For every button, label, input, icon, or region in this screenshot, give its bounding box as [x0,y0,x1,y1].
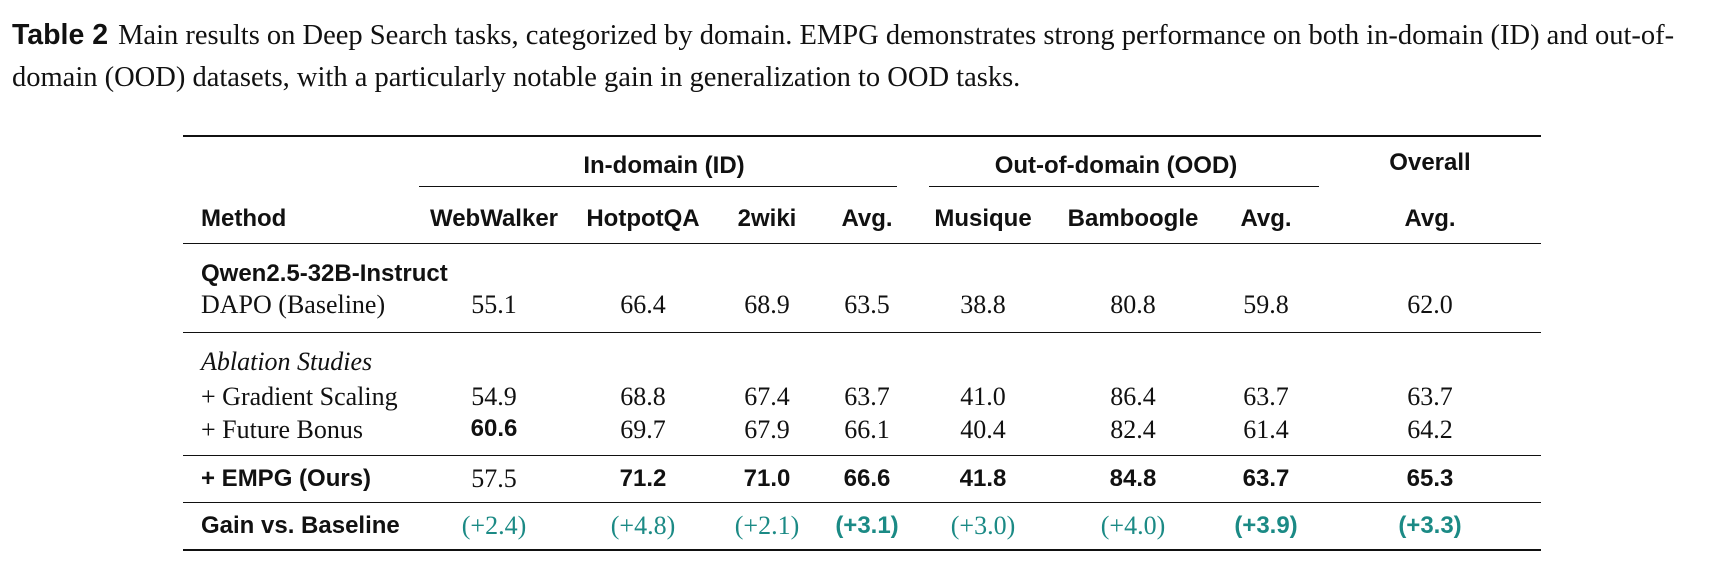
cell-value: 66.4 [573,290,713,333]
cell-value: 63.7 [1243,382,1289,411]
group-header-overall: Overall [1319,136,1541,195]
cell-value: 54.9 [471,382,517,411]
table-row-gradient-scaling: + Gradient Scaling 54.9 68.8 67.4 63.7 4… [183,379,1541,415]
cell-value: 67.4 [744,382,790,411]
row-label: DAPO (Baseline) [183,290,415,333]
cell-gain: (+2.1) [734,511,800,540]
cell-gain: (+2.4) [461,511,527,540]
cell-value: 68.9 [713,290,821,333]
group-underline-out-of-domain [929,185,1319,187]
col-header-hotpotqa: HotpotQA [573,195,713,244]
cell-value: 69.7 [573,415,713,456]
table-row-baseline: DAPO (Baseline) 55.1 66.4 68.9 63.5 38.8… [183,290,1541,333]
group-underline-in-domain [419,185,897,187]
results-table-container: In-domain (ID) Out-of-domain (OOD) Overa… [183,135,1541,551]
row-label: + Gradient Scaling [201,382,398,411]
group-header-empty [183,136,415,195]
cell-value: 64.2 [1319,415,1541,456]
cell-value: 86.4 [1110,382,1156,411]
col-header-method: Method [183,195,415,244]
cell-value-best: 65.3 [1319,455,1541,503]
cell-value: 68.8 [620,382,666,411]
group-header-out-of-domain: Out-of-domain (OOD) [913,136,1319,195]
row-label: + Future Bonus [183,415,415,456]
cell-value-best: 84.8 [1053,455,1213,503]
cell-value: 55.1 [415,290,573,333]
col-header-2wiki: 2wiki [713,195,821,244]
cell-value: 59.8 [1213,290,1319,333]
cell-value-best: 63.7 [1213,455,1319,503]
group-label-in-domain: In-domain (ID) [583,151,745,179]
group-header-in-domain: In-domain (ID) [415,136,913,195]
col-header-overall-avg: Avg. [1319,195,1541,244]
row-label: + EMPG (Ours) [183,455,415,503]
group-label-overall: Overall [1389,149,1471,176]
cell-value-best: 71.0 [713,455,821,503]
cell-value: 41.0 [960,382,1006,411]
cell-value-best: 66.6 [821,455,913,503]
col-header-ood-avg: Avg. [1213,195,1319,244]
row-label: Gain vs. Baseline [201,512,400,539]
cell-value-best: 71.2 [573,455,713,503]
section-title-model: Qwen2.5-32B-Instruct [201,260,448,287]
cell-gain: (+4.0) [1100,511,1166,540]
cell-value: 40.4 [913,415,1053,456]
caption-text: Main results on Deep Search tasks, categ… [12,20,1675,93]
cell-value: 67.9 [713,415,821,456]
cell-value: 63.7 [1407,382,1453,411]
cell-gain-best: (+3.9) [1234,512,1298,539]
table-row-empg-ours: + EMPG (Ours) 57.5 71.2 71.0 66.6 41.8 8… [183,455,1541,503]
col-header-musique: Musique [913,195,1053,244]
cell-gain-best: (+3.3) [1398,512,1462,539]
col-header-id-avg: Avg. [821,195,913,244]
cell-value: 38.8 [913,290,1053,333]
table-row-gain: Gain vs. Baseline (+2.4) (+4.8) (+2.1) (… [183,503,1541,551]
section-row-ablation: Ablation Studies [183,333,1541,380]
column-header-row: Method WebWalker HotpotQA 2wiki Avg. Mus… [183,195,1541,244]
group-label-out-of-domain: Out-of-domain (OOD) [994,151,1238,179]
results-table: In-domain (ID) Out-of-domain (OOD) Overa… [183,135,1541,551]
section-title-ablation: Ablation Studies [201,347,373,376]
cell-gain: (+3.0) [950,511,1016,540]
col-header-bamboogle: Bamboogle [1053,195,1213,244]
group-header-row: In-domain (ID) Out-of-domain (OOD) Overa… [183,136,1541,195]
cell-value: 57.5 [415,455,573,503]
cell-value: 80.8 [1053,290,1213,333]
cell-value-best: 41.8 [913,455,1053,503]
cell-value: 63.7 [844,382,890,411]
cell-value: 61.4 [1213,415,1319,456]
table-caption: Table 2 Main results on Deep Search tasks… [12,14,1712,99]
table-row-future-bonus: + Future Bonus 60.6 69.7 67.9 66.1 40.4 … [183,415,1541,456]
cell-gain: (+4.8) [610,511,676,540]
col-header-webwalker: WebWalker [415,195,573,244]
cell-value: 62.0 [1319,290,1541,333]
caption-label: Table 2 [12,19,109,51]
cell-gain-best: (+3.1) [835,512,899,539]
cell-value: 82.4 [1053,415,1213,456]
cell-value-best: 60.6 [415,415,573,456]
section-row-model: Qwen2.5-32B-Instruct [183,244,1541,291]
cell-value: 63.5 [821,290,913,333]
cell-value: 66.1 [821,415,913,456]
